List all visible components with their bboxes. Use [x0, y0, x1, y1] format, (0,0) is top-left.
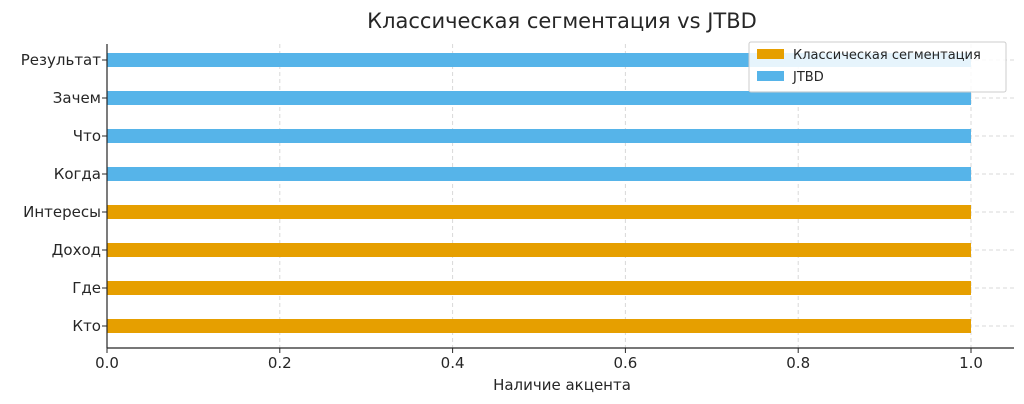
bar-classic	[107, 205, 971, 219]
bar-classic	[107, 243, 971, 257]
y-tick-label: Что	[73, 127, 101, 145]
x-tick-label: 0.6	[613, 354, 637, 372]
axes	[106, 44, 1014, 349]
legend-box	[748, 41, 1007, 93]
y-tick-labels: Кто Где Доход Интересы Когда Что Зачем Результа…	[21, 51, 107, 335]
legend-swatch	[757, 71, 784, 81]
bars	[107, 53, 971, 333]
x-axis-label: Наличие акцента	[493, 376, 631, 394]
legend-swatch	[757, 49, 784, 59]
legend: Классическая сегментация JTBD	[748, 41, 1007, 93]
bar-jtbd	[107, 91, 971, 105]
bar-jtbd	[107, 129, 971, 143]
y-tick-label: Результат	[21, 51, 101, 69]
x-tick-labels: 0.0 0.2 0.4 0.6 0.8 1.0	[95, 348, 983, 372]
y-tick-label: Когда	[54, 165, 101, 183]
x-tick-label: 0.8	[786, 354, 810, 372]
legend-entry-label: JTBD	[792, 70, 824, 85]
y-tick-label: Кто	[72, 317, 101, 335]
chart-title: Классическая сегментация vs JTBD	[367, 9, 757, 33]
x-tick-label: 1.0	[959, 354, 983, 372]
x-tick-label: 0.2	[268, 354, 292, 372]
bar-jtbd	[107, 167, 971, 181]
x-tick-label: 0.4	[441, 354, 465, 372]
y-tick-label: Интересы	[23, 203, 101, 221]
y-tick-label: Где	[72, 279, 101, 297]
y-tick-label: Доход	[52, 241, 101, 259]
bar-classic	[107, 319, 971, 333]
x-tick-label: 0.0	[95, 354, 119, 372]
legend-entry-label: Классическая сегментация	[793, 48, 981, 63]
bar-classic	[107, 281, 971, 295]
y-tick-label: Зачем	[53, 89, 101, 107]
